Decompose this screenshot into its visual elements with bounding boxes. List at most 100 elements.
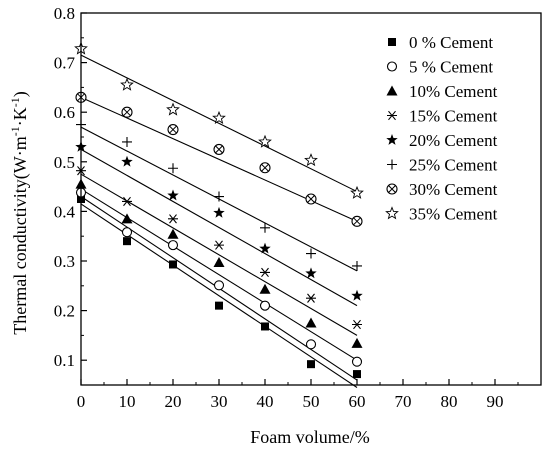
data-point <box>167 228 179 239</box>
marker-shape-cross <box>307 195 315 203</box>
marker-shape <box>352 319 362 330</box>
data-point <box>260 222 270 233</box>
fit-line <box>80 54 358 193</box>
marker-shape <box>213 256 225 267</box>
y-axis-title-end: ) <box>10 91 31 97</box>
marker-shape <box>214 240 224 250</box>
marker-shape <box>121 155 133 167</box>
data-point <box>213 256 225 267</box>
legend-item: 5 % Cement <box>386 58 493 77</box>
y-axis-title-exp1: -1 <box>8 126 22 136</box>
y-tick-label: 0.4 <box>54 202 76 221</box>
data-point <box>306 248 316 259</box>
y-tick-label: 0.7 <box>54 54 76 73</box>
data-point <box>260 267 270 278</box>
data-point <box>122 196 132 207</box>
x-tick-label: 30 <box>211 392 228 411</box>
legend-item: 20% Cement <box>386 131 498 150</box>
marker-shape-cross <box>169 125 177 134</box>
data-point <box>212 110 226 125</box>
marker-shape-cross <box>388 185 396 193</box>
legend-label: 25% Cement <box>409 156 498 175</box>
y-tick-label: 0.3 <box>54 252 75 271</box>
marker-shape <box>215 301 223 310</box>
marker-shape <box>260 222 270 233</box>
legend-marker <box>386 183 398 195</box>
marker-shape <box>260 267 270 278</box>
marker-shape-cross <box>261 163 269 172</box>
data-point <box>214 240 224 250</box>
y-tick-label: 0.2 <box>54 302 75 321</box>
marker-shape <box>120 77 134 91</box>
y-tick-label: 0.1 <box>54 351 75 370</box>
legend-label: 20% Cement <box>409 131 498 150</box>
legend-label: 30% Cement <box>409 180 498 199</box>
data-point <box>167 124 179 136</box>
marker-shape <box>305 317 317 328</box>
data-point <box>261 322 269 331</box>
marker-shape <box>387 110 397 121</box>
marker-shape <box>213 206 225 218</box>
data-point <box>259 242 271 254</box>
marker-shape <box>212 110 226 125</box>
marker-shape <box>214 191 224 202</box>
data-point <box>353 370 361 379</box>
y-axis-title-mid: ·K <box>10 107 30 126</box>
x-axis-title: Foam volume/% <box>250 427 370 447</box>
x-tick-label: 70 <box>395 392 412 411</box>
data-point <box>121 213 133 224</box>
marker-shape <box>386 85 398 96</box>
fit-line <box>80 148 358 307</box>
data-point <box>351 356 363 367</box>
marker-shape <box>307 360 315 369</box>
marker-shape <box>350 185 364 199</box>
data-point <box>259 283 271 294</box>
marker-shape <box>166 102 180 116</box>
marker-shape <box>351 337 363 348</box>
data-point <box>215 301 223 310</box>
data-point <box>351 215 363 227</box>
legend-marker <box>387 159 397 170</box>
data-point <box>167 189 179 201</box>
data-point <box>352 260 362 271</box>
data-point <box>305 193 317 205</box>
marker-shape <box>259 300 271 311</box>
marker-shape <box>213 280 225 291</box>
marker-shape <box>121 213 133 224</box>
legend-label: 0 % Cement <box>409 33 493 52</box>
data-point <box>259 162 271 174</box>
data-point <box>352 319 362 330</box>
data-point <box>305 339 317 350</box>
data-point <box>166 102 180 116</box>
data-point <box>304 153 318 167</box>
marker-shape <box>167 228 179 239</box>
marker-shape-cross <box>123 108 131 117</box>
marker-shape <box>351 356 363 367</box>
legend: 0 % Cement 5 % Cement 10% Cement 15% Cement… <box>385 33 498 224</box>
legend-item: 0 % Cement <box>388 33 493 52</box>
x-tick-label: 40 <box>257 392 274 411</box>
marker-shape <box>167 240 179 251</box>
legend-item: 25% Cement <box>387 156 498 175</box>
legend-item: 35% Cement <box>385 205 498 224</box>
marker-shape <box>261 322 269 331</box>
marker-shape <box>122 136 132 147</box>
data-point <box>121 106 133 118</box>
legend-label: 15% Cement <box>409 107 498 126</box>
x-tick-label: 80 <box>441 392 458 411</box>
legend-marker <box>386 85 398 96</box>
marker-shape <box>386 134 398 145</box>
y-axis-title-base: Thermal conductivity(W·m <box>10 136 31 334</box>
data-point <box>213 143 225 155</box>
x-tick-label: 50 <box>303 392 320 411</box>
axes: 0 10 20 30 40 50 60 70 80 90 0.1 0.2 0.3 0.4 0.5 0.6 0.7… <box>54 4 542 411</box>
marker-shape <box>259 242 271 254</box>
legend-item: 10% Cement <box>386 82 498 101</box>
marker-shape <box>304 153 318 167</box>
fit-lines <box>80 54 358 388</box>
marker-shape <box>168 214 178 224</box>
marker-shape <box>306 248 316 259</box>
data-markers <box>74 41 364 379</box>
marker-shape-cross <box>215 145 223 154</box>
